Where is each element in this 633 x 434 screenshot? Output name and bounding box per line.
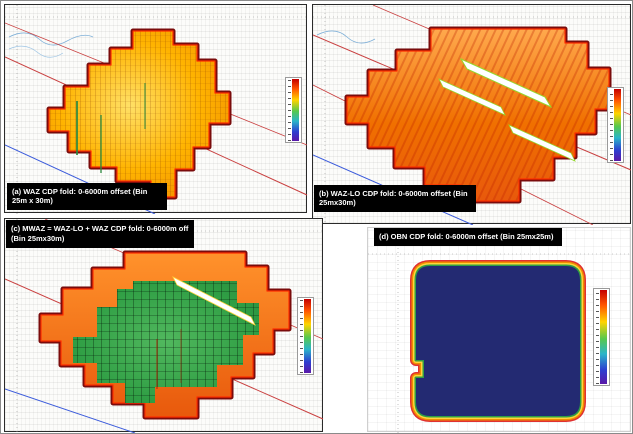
colorbar-ticks — [610, 89, 613, 161]
obn-fold-footprint — [410, 260, 586, 422]
caption-panel-d: (d) OBN CDP fold: 0-6000m offset (Bin 25… — [374, 228, 562, 246]
panel-d: (d) OBN CDP fold: 0-6000m offset (Bin 25… — [367, 227, 632, 433]
colorbar-gradient — [614, 89, 621, 161]
waz-fold-footprint — [46, 28, 232, 200]
fold-map-a-svg — [5, 5, 308, 214]
colorbar-d — [593, 288, 610, 386]
acquisition-gap — [459, 57, 553, 109]
panel-a: (a) WAZ CDP fold: 0-6000m offset (Bin 25… — [4, 4, 308, 214]
colorbar-ticks — [596, 290, 599, 384]
survey-line-blue — [5, 388, 136, 433]
wazlo-fold-footprint — [344, 26, 612, 204]
colorbar-gradient — [292, 79, 299, 141]
colorbar-gradient — [304, 299, 311, 373]
contour-line — [316, 30, 376, 44]
acquisition-gap — [438, 78, 506, 116]
mwaz-fold-footprint — [38, 250, 292, 420]
panel-c: (c) MWAZ = WAZ-LO + WAZ CDP fold: 0-6000… — [4, 218, 324, 433]
colorbar-a — [285, 77, 302, 143]
acquisition-gap — [508, 124, 576, 162]
fold-map-c-svg — [5, 219, 324, 433]
caption-panel-a: (a) WAZ CDP fold: 0-6000m offset (Bin 25… — [7, 182, 167, 210]
contour-line — [8, 45, 64, 58]
colorbar-ticks — [288, 79, 291, 141]
colorbar-b — [607, 87, 624, 163]
colorbar-c — [297, 297, 314, 375]
panel-b: (b) WAZ-LO CDP fold: 0-6000m offset (Bin… — [312, 4, 632, 225]
acquisition-gap — [172, 276, 256, 326]
fold-map-d-svg — [368, 228, 632, 433]
colorbar-gradient — [600, 290, 607, 384]
colorbar-ticks — [300, 299, 303, 373]
caption-panel-c: (c) MWAZ = WAZ-LO + WAZ CDP fold: 0-6000… — [6, 220, 194, 248]
caption-panel-b: (b) WAZ-LO CDP fold: 0-6000m offset (Bin… — [314, 184, 476, 212]
fold-map-b-svg — [313, 5, 632, 225]
contour-line — [8, 32, 94, 46]
